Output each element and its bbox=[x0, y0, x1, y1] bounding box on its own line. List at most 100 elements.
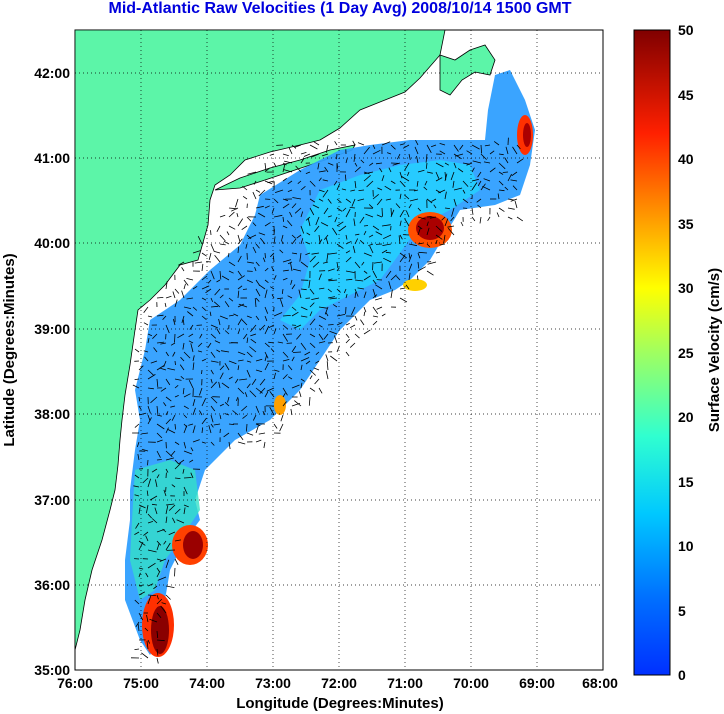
velocity-arrow bbox=[134, 474, 140, 479]
velocity-arrow bbox=[210, 423, 214, 428]
velocity-arrow bbox=[210, 360, 219, 363]
velocity-arrow bbox=[255, 243, 260, 249]
velocity-arrow bbox=[309, 387, 316, 392]
velocity-arrow bbox=[250, 333, 257, 337]
velocity-arrow bbox=[309, 318, 316, 326]
velocity-arrow bbox=[210, 351, 216, 358]
velocity-arrow bbox=[138, 396, 141, 402]
velocity-arrow bbox=[134, 531, 140, 535]
velocity-arrow bbox=[213, 250, 221, 254]
velocity-arrow bbox=[386, 152, 392, 155]
velocity-arrow bbox=[206, 261, 212, 263]
velocity-arrow bbox=[174, 558, 179, 565]
velocity-arrow bbox=[345, 278, 353, 281]
velocity-arrow bbox=[258, 212, 266, 218]
velocity-arrow bbox=[363, 174, 371, 182]
velocity-arrow bbox=[219, 403, 224, 407]
velocity-arrow bbox=[514, 200, 518, 209]
velocity-arrow bbox=[325, 370, 329, 380]
velocity-arrow bbox=[228, 207, 237, 210]
velocity-arrow bbox=[170, 342, 176, 346]
velocity-arrow bbox=[156, 570, 161, 578]
velocity-arrow bbox=[146, 614, 149, 623]
velocity-arrow bbox=[235, 396, 239, 402]
velocity-arrow bbox=[438, 189, 446, 194]
velocity-arrow bbox=[156, 543, 160, 551]
velocity-arrow bbox=[318, 324, 323, 328]
velocity-arrow bbox=[327, 268, 335, 272]
velocity-arrow bbox=[320, 222, 329, 227]
velocity-arrow bbox=[138, 612, 144, 621]
velocity-arrow bbox=[480, 153, 487, 160]
velocity-arrow bbox=[345, 240, 352, 245]
velocity-arrow bbox=[141, 652, 149, 659]
velocity-arrow bbox=[300, 261, 309, 268]
velocity-arrow bbox=[264, 167, 270, 173]
velocity-arrow bbox=[336, 207, 343, 212]
x-axis-label: Longitude (Degrees:Minutes) bbox=[236, 695, 444, 712]
velocity-arrow bbox=[242, 185, 248, 191]
velocity-arrow bbox=[326, 361, 329, 371]
velocity-arrow bbox=[165, 351, 169, 357]
velocity-arrow bbox=[282, 277, 288, 281]
velocity-arrow bbox=[268, 324, 275, 329]
velocity-arrow bbox=[321, 153, 329, 157]
velocity-arrow bbox=[426, 221, 429, 227]
velocity-arrow bbox=[354, 333, 360, 339]
colorbar-label: Surface Velocity (cm/s) bbox=[706, 268, 723, 432]
velocity-arrow bbox=[273, 275, 277, 281]
velocity-arrow bbox=[237, 255, 242, 263]
velocity-arrow bbox=[210, 243, 215, 252]
velocity-vectors bbox=[130, 137, 524, 664]
velocity-arrow bbox=[408, 252, 411, 259]
velocity-arrow bbox=[252, 246, 257, 254]
velocity-arrow bbox=[171, 414, 176, 421]
velocity-arrow bbox=[423, 186, 428, 191]
velocity-arrow bbox=[162, 528, 167, 533]
x-tick-labels: 76:00 75:00 74:00 73:00 72:00 71:00 70:0… bbox=[57, 675, 618, 691]
velocity-arrow bbox=[318, 315, 327, 320]
velocity-arrow bbox=[143, 322, 149, 326]
velocity-arrow bbox=[345, 234, 348, 240]
velocity-arrow bbox=[385, 251, 392, 254]
velocity-arrow bbox=[144, 356, 149, 362]
velocity-arrow bbox=[147, 583, 154, 587]
velocity-arrow bbox=[237, 441, 246, 445]
velocity-arrow bbox=[147, 333, 153, 337]
y-tick-label: 40:00 bbox=[34, 235, 70, 251]
velocity-arrow bbox=[255, 425, 259, 434]
velocity-arrow bbox=[210, 369, 214, 375]
land-mass bbox=[75, 30, 446, 651]
velocity-arrow bbox=[246, 261, 254, 264]
velocity-arrow bbox=[363, 275, 371, 281]
velocity-arrow bbox=[300, 315, 308, 318]
velocity-arrow bbox=[138, 504, 146, 509]
velocity-arrow bbox=[271, 294, 275, 299]
velocity-arrow bbox=[291, 345, 297, 353]
velocity-arrow bbox=[156, 474, 160, 479]
velocity-arrow bbox=[264, 391, 269, 398]
velocity-arrow bbox=[315, 351, 320, 356]
velocity-arrow bbox=[228, 297, 234, 302]
velocity-arrow bbox=[205, 288, 212, 294]
velocity-arrow bbox=[439, 143, 446, 146]
velocity-arrow bbox=[165, 516, 168, 524]
velocity-arrow bbox=[277, 341, 284, 344]
velocity-arrow bbox=[444, 191, 447, 200]
velocity-arrow bbox=[255, 439, 262, 443]
velocity-arrow bbox=[246, 360, 252, 363]
velocity-arrow bbox=[183, 441, 187, 449]
velocity-arrow bbox=[138, 541, 144, 551]
velocity-arrow bbox=[219, 243, 226, 246]
velocity-arrow bbox=[216, 328, 221, 335]
velocity-arrow bbox=[183, 279, 189, 286]
velocity-arrow bbox=[192, 407, 196, 416]
velocity-arrow bbox=[259, 237, 266, 245]
velocity-arrow bbox=[165, 295, 172, 299]
velocity-arrow bbox=[452, 180, 455, 188]
velocity-arrow bbox=[136, 441, 140, 448]
velocity-arrow bbox=[258, 284, 266, 290]
velocity-arrow bbox=[134, 599, 140, 605]
velocity-arrow bbox=[435, 171, 440, 179]
velocity-arrow bbox=[363, 230, 367, 236]
